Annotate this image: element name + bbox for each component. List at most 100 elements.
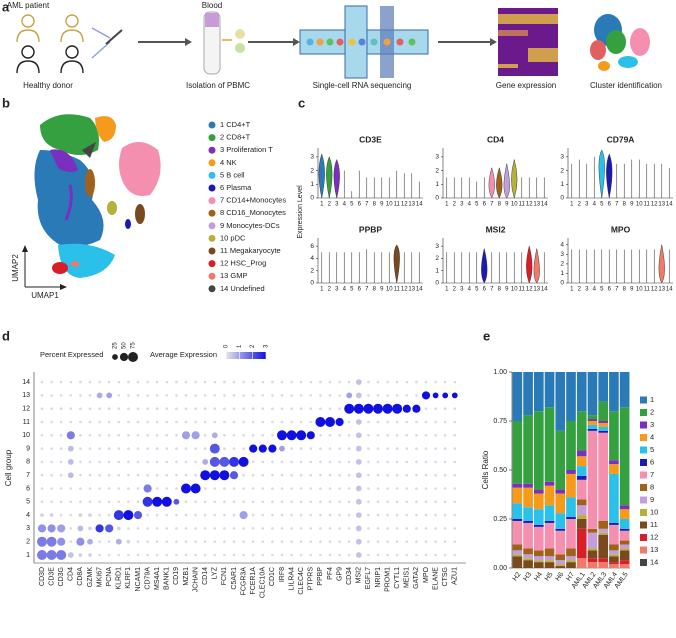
x-tick-label: 5 (600, 202, 604, 208)
dot (376, 540, 380, 543)
patient-icons (16, 14, 123, 74)
y-tick-label: 4 (26, 512, 30, 519)
bar-segment (609, 544, 619, 551)
step-label: Gene expression (496, 81, 556, 90)
x-tick-label: 10 (636, 202, 643, 208)
x-tick-label: 11 (394, 287, 401, 293)
y-tick-label: 0 (435, 280, 439, 287)
dot (405, 380, 409, 384)
dot (127, 407, 130, 410)
dot (203, 513, 207, 517)
y-tick-label: 1.00 (493, 369, 507, 376)
x-tick-label: BANK1 (164, 567, 171, 590)
dot (59, 407, 63, 410)
dot (443, 420, 447, 424)
dot (443, 380, 447, 384)
bar-segment (619, 505, 630, 510)
bar-segment (566, 556, 576, 561)
dot (355, 445, 362, 452)
dot (50, 473, 53, 477)
dot (415, 527, 418, 530)
dot (434, 447, 437, 450)
x-tick-label: 2 (578, 287, 582, 293)
x-tick-label: CD4 (68, 567, 75, 581)
x-tick-label: 1 (445, 202, 449, 208)
x-tick-label: PROM1 (384, 567, 391, 592)
dot (328, 380, 332, 384)
y-tick-label: 0 (435, 195, 439, 202)
dot (424, 460, 428, 464)
dot (40, 394, 44, 397)
bar-segment (619, 530, 630, 541)
dot (40, 420, 44, 424)
x-tick-label: 13 (658, 287, 665, 293)
dot (338, 487, 341, 490)
violin-body (326, 156, 333, 199)
x-tick-label: H6 (555, 571, 566, 582)
dot (386, 394, 389, 397)
dot (69, 420, 73, 424)
dot (203, 553, 207, 557)
dot (88, 380, 92, 384)
x-tick-label: PPBP (317, 567, 324, 586)
dot (219, 470, 230, 481)
dot (367, 434, 370, 437)
dot (434, 540, 437, 543)
dot (40, 447, 44, 450)
panel-label: d (2, 328, 10, 343)
dot (443, 540, 447, 543)
dot (386, 434, 389, 437)
y-tick-label: 2 (435, 255, 439, 262)
bar-segment (533, 556, 544, 561)
dot (203, 527, 207, 530)
legend-label: 12 HSC_Prog (220, 259, 266, 268)
dot (239, 511, 248, 520)
dot (117, 434, 121, 437)
dot (155, 434, 159, 437)
dot (421, 391, 431, 400)
dot (79, 394, 82, 397)
dot (251, 527, 255, 530)
bar-segment (587, 558, 598, 563)
dot (88, 434, 92, 437)
dot (59, 394, 63, 397)
dot (353, 403, 364, 414)
bar-segment (576, 519, 587, 529)
y-tick-label: 11 (23, 419, 30, 426)
bar-segment (533, 493, 544, 510)
dot (277, 430, 287, 441)
dot (194, 553, 197, 557)
dot (376, 473, 380, 477)
dot (136, 420, 140, 424)
dot (213, 500, 217, 504)
dot (453, 380, 457, 384)
bar-segment (609, 522, 619, 525)
dot (96, 392, 103, 399)
dot (251, 513, 255, 517)
dot (37, 524, 47, 533)
dot (59, 460, 63, 464)
dot (355, 512, 362, 518)
dot (127, 553, 130, 557)
dot (202, 459, 209, 465)
dot (175, 540, 178, 543)
legend-label: 6 Plasma (220, 183, 252, 192)
dot (347, 420, 351, 424)
x-tick-label: 3 (585, 202, 589, 208)
dot (299, 407, 303, 410)
dot (309, 394, 313, 397)
dot (98, 380, 101, 384)
dot (175, 527, 178, 530)
bar-segment (533, 411, 544, 490)
dot (152, 496, 163, 507)
dot (127, 487, 130, 490)
dot (165, 460, 169, 464)
x-tick-label: 7 (365, 287, 369, 293)
dot (165, 420, 169, 424)
bar-segment (555, 560, 566, 565)
axis-label: UMAP2 (11, 254, 20, 282)
x-tick-label: JCHAIN (192, 567, 199, 592)
dot (229, 456, 239, 467)
legend-label: 11 Megakaryocyte (220, 246, 281, 255)
x-tick-label: KLRF1 (125, 567, 132, 589)
